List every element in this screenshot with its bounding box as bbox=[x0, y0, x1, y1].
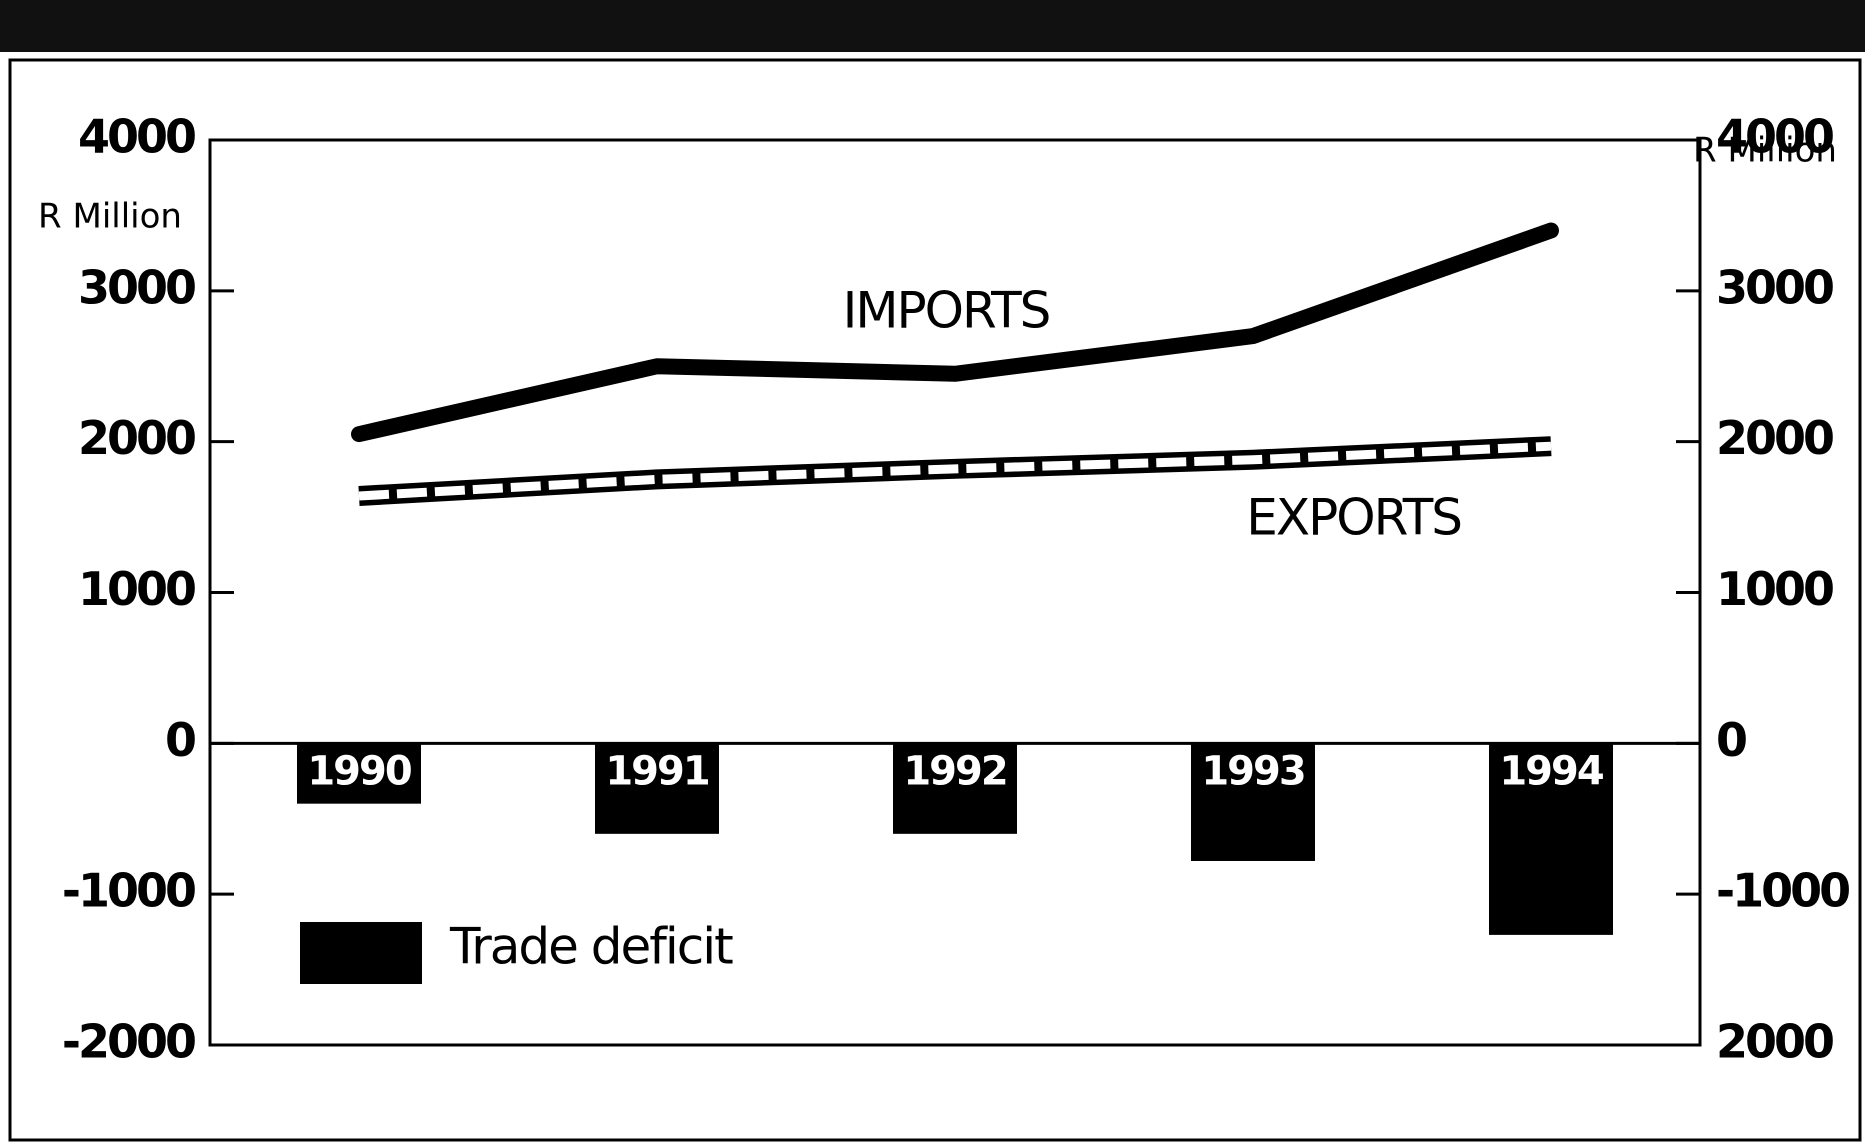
x-tick-label: 1991 bbox=[605, 748, 708, 794]
y-axis-label: R Million bbox=[38, 197, 182, 237]
plot-frame bbox=[208, 138, 1702, 1047]
imports-line bbox=[351, 222, 1559, 443]
y-tick-label: 2000 bbox=[78, 411, 195, 465]
y2-tick-label: 4000 bbox=[1716, 110, 1833, 164]
y2-tick-label: 2000 bbox=[1716, 1015, 1833, 1069]
legend-swatch bbox=[300, 922, 422, 984]
y2-tick-label: 0 bbox=[1716, 713, 1746, 767]
y-tick-label: 3000 bbox=[78, 260, 195, 314]
y2-tick-label: -1000 bbox=[1716, 864, 1849, 918]
y-tick-label: 4000 bbox=[78, 110, 195, 164]
y2-tick-label: 2000 bbox=[1716, 411, 1833, 465]
x-tick-label: 1992 bbox=[903, 748, 1006, 794]
deficit-bar bbox=[1489, 743, 1613, 935]
y2-tick-label: 1000 bbox=[1716, 562, 1833, 616]
outer-frame bbox=[8, 58, 1862, 1142]
y2-tick-label: 3000 bbox=[1716, 260, 1833, 314]
legend-label: Trade deficit bbox=[449, 918, 733, 976]
deficit-bar bbox=[595, 743, 719, 834]
deficit-bar bbox=[297, 743, 421, 804]
title-band bbox=[0, 0, 1865, 52]
y-tick-label: 1000 bbox=[78, 562, 195, 616]
y-tick-label: -1000 bbox=[62, 864, 195, 918]
y-tick-label: 0 bbox=[165, 713, 195, 767]
series-label: EXPORTS bbox=[1246, 489, 1461, 547]
series-label: IMPORTS bbox=[843, 281, 1050, 339]
deficit-bar bbox=[1191, 743, 1315, 861]
y-tick-label: -2000 bbox=[62, 1015, 195, 1069]
deficit-bar bbox=[893, 743, 1017, 834]
x-tick-label: 1990 bbox=[307, 748, 410, 794]
x-tick-label: 1994 bbox=[1499, 748, 1602, 794]
y2-axis-label: R Million bbox=[1693, 131, 1837, 171]
x-tick-label: 1993 bbox=[1201, 748, 1304, 794]
exports-line-inner bbox=[358, 441, 1552, 501]
